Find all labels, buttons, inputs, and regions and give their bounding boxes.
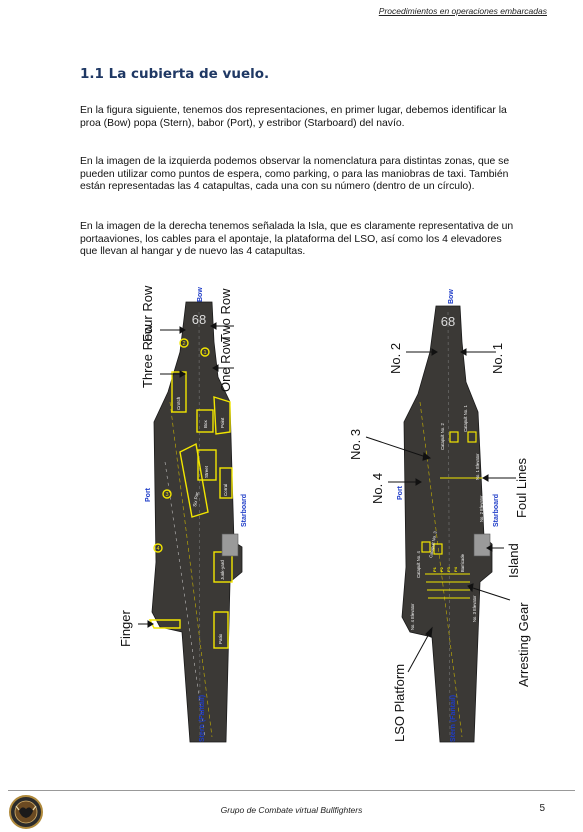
- wire-p4: P4: [453, 566, 458, 572]
- wire-p3: P3: [446, 566, 451, 572]
- lso-platform-label: LSO Platform: [392, 664, 407, 742]
- zone-six-pac: Six Pac: [192, 491, 200, 508]
- deck-elev1-label: No. 1 Elevator: [475, 453, 480, 480]
- deck-barricade-label: Barricade: [460, 553, 465, 572]
- deck-cat2-label: Catapult No. 2: [440, 423, 445, 450]
- section-title: 1.1 La cubierta de vuelo.: [80, 66, 270, 82]
- arresting-gear-label: Arresting Gear: [516, 602, 531, 687]
- catapult-2-number: 2: [182, 341, 185, 347]
- foul-lines-label: Foul Lines: [514, 458, 529, 518]
- left-carrier-diagram: Crotch Box Point Street Six Pac Corral J…: [118, 285, 248, 743]
- right-hull-number: 68: [441, 314, 455, 329]
- deck-elev4-label: No. 4 Elevator: [410, 603, 415, 630]
- deck-cat4-label: Catapult No. 4: [416, 551, 421, 578]
- three-row-label: Three Row: [140, 324, 155, 388]
- page-number: 5: [539, 803, 545, 814]
- catapult-1-number: 1: [203, 350, 206, 356]
- zone-crotch: Crotch: [176, 396, 181, 410]
- zone-street: Street: [204, 465, 209, 478]
- right-bow-label: Bow: [448, 289, 455, 304]
- deck-elev2-label: No. 2 Elevator: [479, 495, 484, 522]
- paragraph-2: En la imagen de la izquierda podemos obs…: [80, 156, 510, 193]
- bullfighters-logo: [9, 795, 43, 829]
- island-label: Island: [506, 543, 521, 578]
- wire-p1: P1: [432, 566, 437, 572]
- right-carrier-diagram: P1 P2 P3 P4 Catapult No. 2 Catapult No. …: [348, 289, 531, 743]
- footer-text: Grupo de Combate virtual Bullfighters: [220, 805, 363, 815]
- no3-label: No. 3: [348, 429, 363, 460]
- right-starboard-label: Starboard: [493, 494, 500, 527]
- deck-cat1-label: Catapult No. 1: [463, 405, 468, 432]
- paragraph-3: En la imagen de la derecha tenemos señal…: [80, 221, 514, 258]
- no4-label: No. 4: [370, 473, 385, 504]
- two-row-label: Two Row: [218, 288, 233, 342]
- deck-elev3-label: No. 3 Elevator: [472, 595, 477, 622]
- running-header: Procedimientos en operaciones embarcadas: [378, 6, 547, 16]
- no1-label: No. 1: [490, 343, 505, 374]
- right-deck-hull: [401, 305, 493, 743]
- left-bow-label: Bow: [197, 287, 204, 302]
- left-hull-number: 68: [192, 312, 206, 327]
- zone-junkyard: Junk-yard: [220, 560, 225, 580]
- right-port-label: Port: [397, 485, 404, 500]
- left-stern-label: Stern (Fantail): [199, 695, 206, 742]
- left-port-label: Port: [145, 487, 152, 502]
- left-island: [221, 533, 239, 557]
- no2-label: No. 2: [388, 343, 403, 374]
- one-row-label: One Row: [218, 337, 233, 392]
- footer-rule: [8, 790, 575, 791]
- zone-corral: Corral: [223, 484, 228, 496]
- right-stern-label: Stern (Fantail): [450, 695, 457, 742]
- catapult-3-number: 3: [165, 492, 168, 498]
- left-starboard-label: Starboard: [241, 494, 248, 527]
- zone-point: Point: [220, 417, 225, 428]
- zone-patio: Patio: [218, 633, 223, 644]
- wire-p2: P2: [439, 566, 444, 572]
- paragraph-1: En la figura siguiente, tenemos dos repr…: [80, 105, 507, 129]
- finger-label: Finger: [118, 609, 133, 647]
- four-row-label: Four Row: [140, 285, 155, 342]
- right-island: [473, 533, 491, 557]
- zone-box: Box: [203, 419, 208, 428]
- deck-cat3-label: Catapult No. 3: [428, 530, 438, 558]
- catapult-4-number: 4: [156, 546, 159, 552]
